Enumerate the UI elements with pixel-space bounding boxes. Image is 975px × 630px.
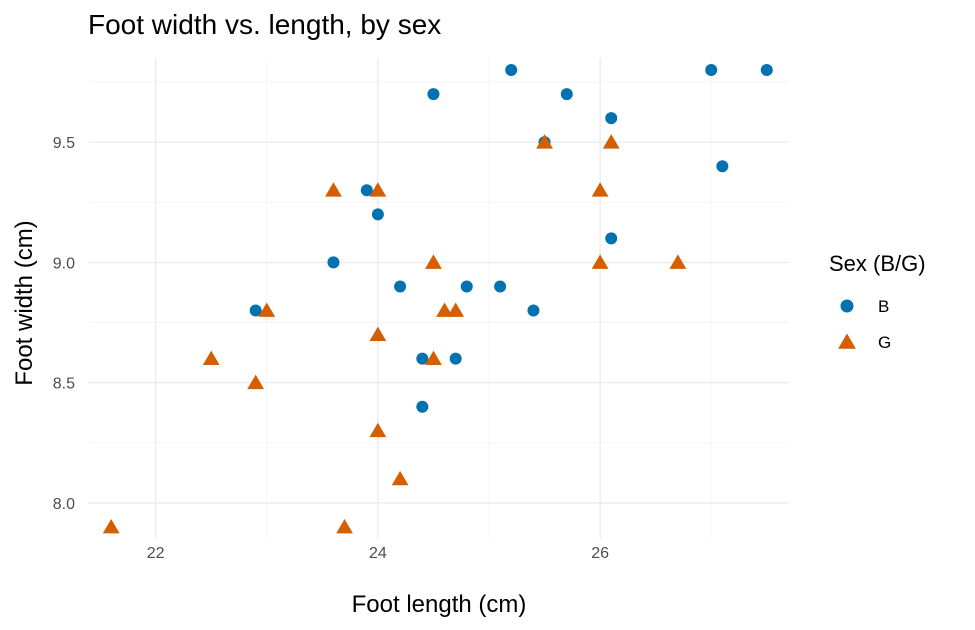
point-g	[202, 350, 220, 366]
point-g	[669, 254, 687, 269]
y-tick-label: 9.0	[53, 255, 75, 272]
legend-key-g	[838, 333, 856, 349]
point-g	[391, 470, 409, 486]
point-b	[760, 64, 773, 77]
x-tick-label: 26	[591, 545, 609, 562]
x-tick-label: 24	[369, 545, 387, 562]
legend-label-g: G	[878, 333, 891, 352]
point-g	[436, 302, 453, 317]
point-b	[427, 88, 440, 101]
point-g	[369, 326, 387, 341]
x-tick-label: 22	[147, 545, 165, 562]
point-b	[494, 280, 507, 293]
legend: Sex (B/G) BG	[829, 251, 926, 352]
data-points	[102, 64, 773, 534]
x-axis-title: Foot length (cm)	[352, 591, 527, 618]
point-b	[560, 88, 573, 101]
chart-title: Foot width vs. length, by sex	[88, 9, 441, 40]
y-axis-title: Foot width (cm)	[11, 220, 38, 385]
point-b	[327, 256, 340, 269]
point-g	[536, 134, 553, 149]
point-g	[258, 302, 276, 317]
legend-label-b: B	[878, 297, 889, 316]
point-g	[591, 254, 609, 269]
point-b	[449, 352, 462, 365]
point-g	[602, 134, 620, 149]
legend-title: Sex (B/G)	[829, 251, 926, 276]
point-g	[591, 182, 609, 197]
point-g	[336, 518, 353, 534]
legend-key-b	[840, 299, 854, 313]
point-b	[527, 304, 540, 317]
point-g	[369, 182, 387, 197]
x-tick-labels: 22 24 26	[147, 545, 609, 562]
point-g	[369, 422, 387, 438]
y-tick-label: 8.0	[53, 496, 75, 513]
grid	[89, 58, 789, 539]
point-b	[371, 208, 384, 221]
point-g	[447, 302, 465, 317]
y-tick-label: 8.5	[53, 376, 75, 393]
y-tick-labels: 8.0 8.5 9.0 9.5	[53, 135, 75, 513]
point-b	[505, 64, 518, 77]
point-g	[325, 182, 342, 197]
point-g	[102, 518, 120, 534]
y-tick-label: 9.5	[53, 135, 75, 152]
point-b	[249, 304, 262, 317]
point-b	[416, 352, 429, 365]
point-b	[605, 232, 618, 245]
point-b	[460, 280, 473, 293]
point-b	[705, 64, 718, 77]
point-g	[425, 254, 442, 269]
point-g	[425, 350, 442, 366]
point-b	[605, 112, 618, 125]
point-b	[716, 160, 729, 173]
point-b	[394, 280, 407, 293]
point-b	[416, 400, 429, 413]
point-b	[360, 184, 373, 197]
point-g	[247, 374, 265, 390]
